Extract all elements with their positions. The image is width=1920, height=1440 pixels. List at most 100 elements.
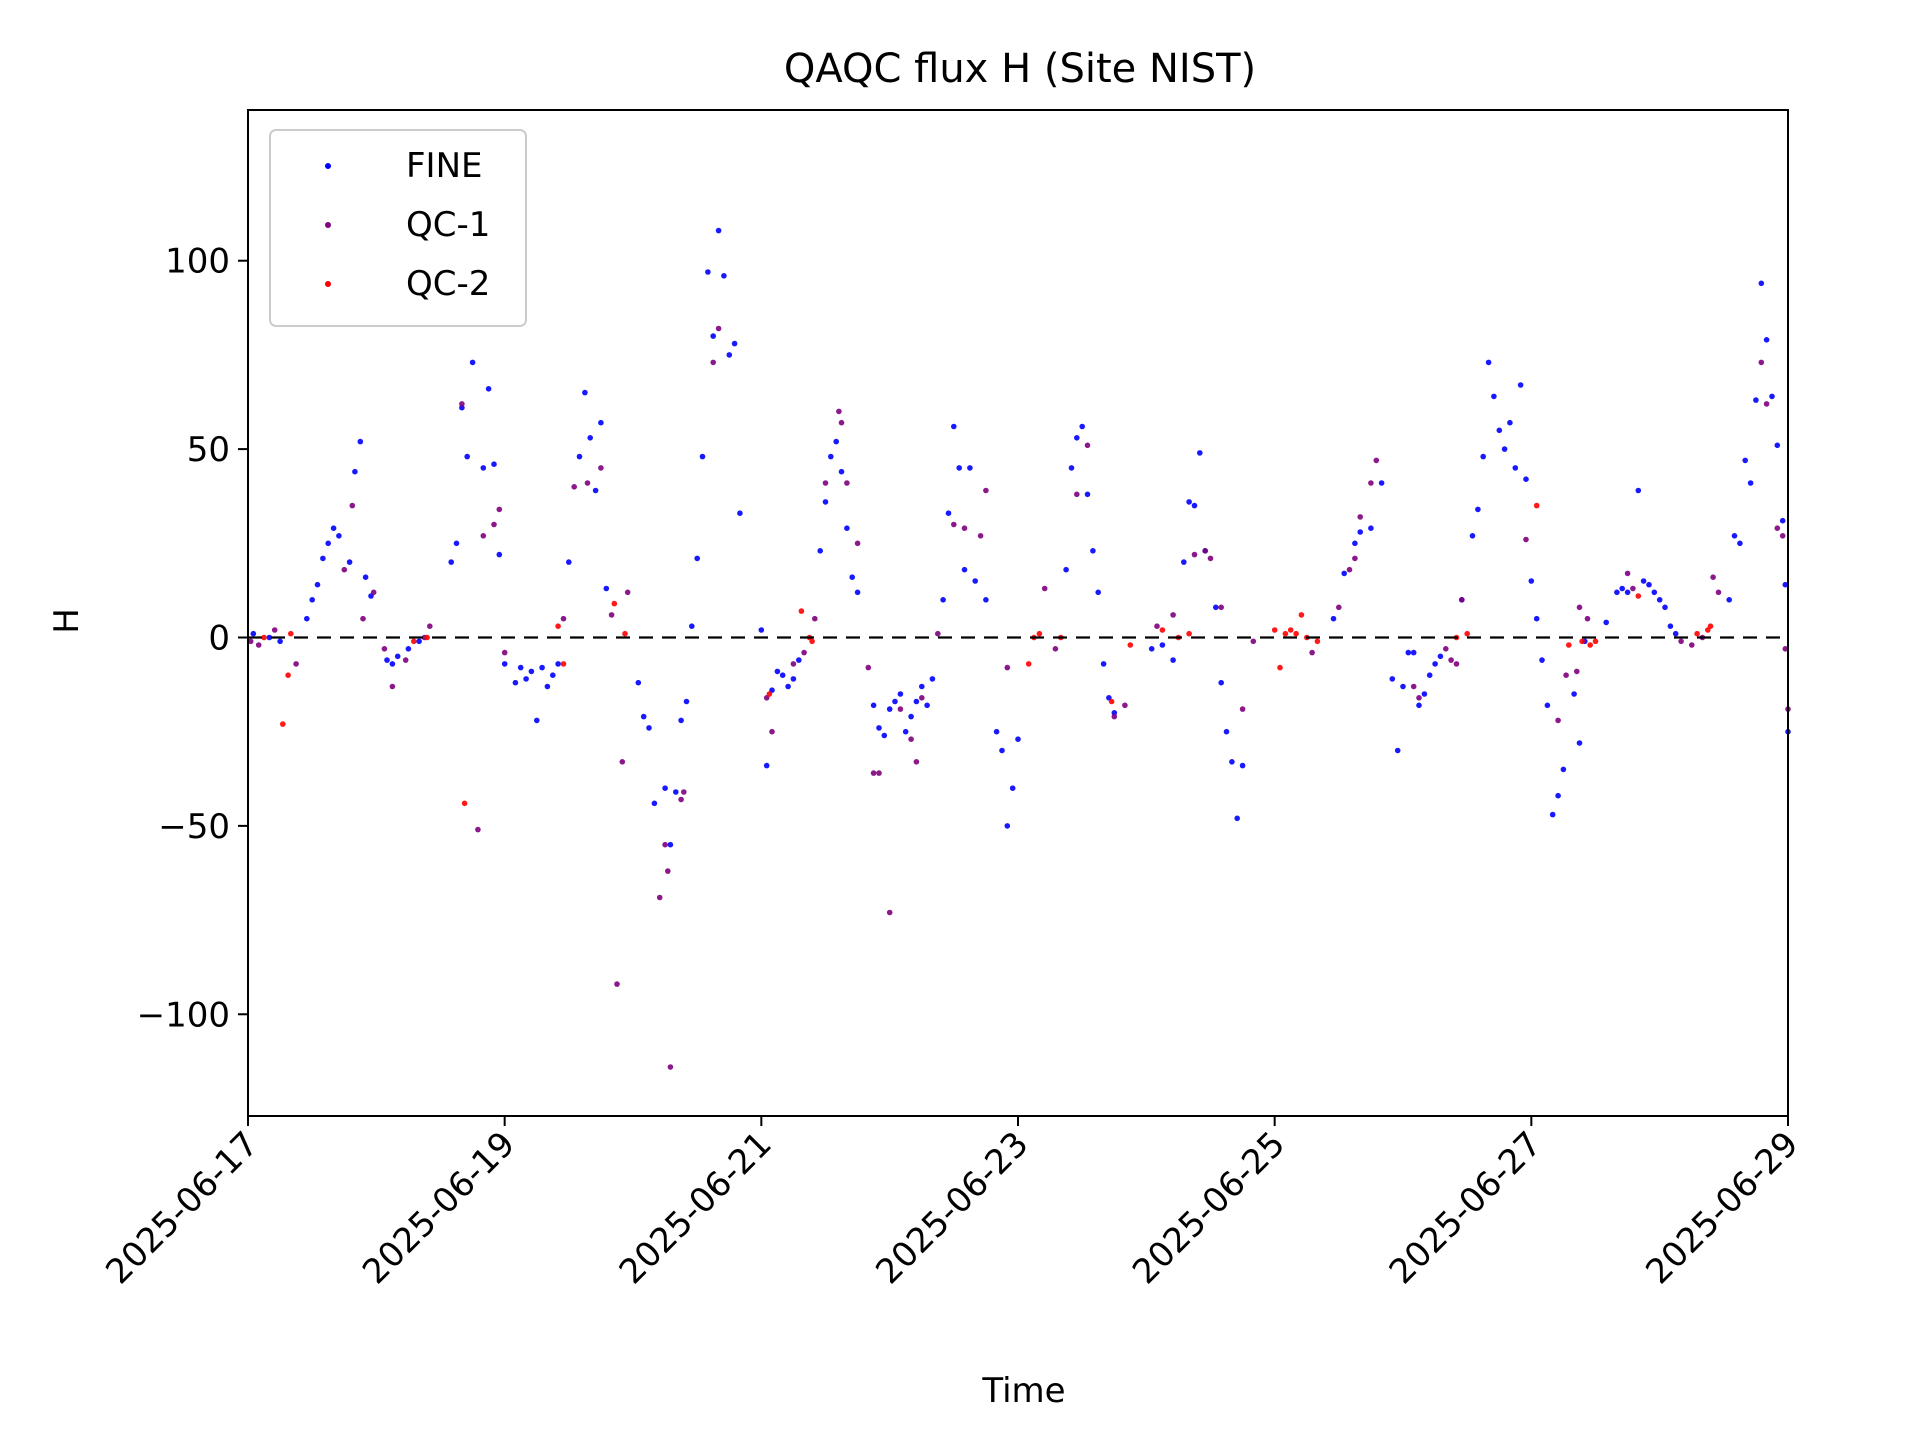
data-point-fine-131 — [1341, 570, 1347, 577]
data-point-fine-46 — [635, 679, 642, 686]
data-point-fine-77 — [838, 468, 845, 475]
y-tick-label-3: −50 — [158, 807, 230, 847]
data-point-fine-8 — [330, 525, 337, 531]
data-point-fine-159 — [1533, 615, 1540, 622]
data-point-fine-140 — [1410, 649, 1417, 656]
data-point-fine-41 — [582, 389, 588, 396]
data-point-fine-82 — [876, 725, 882, 731]
data-point-qc-1-70 — [1218, 604, 1224, 611]
data-point-qc-1-22 — [598, 465, 604, 471]
data-point-fine-174 — [1646, 581, 1652, 588]
data-point-qc-2-9 — [611, 600, 618, 607]
data-point-fine-16 — [389, 661, 396, 667]
data-point-qc-2-24 — [1271, 627, 1278, 633]
data-point-fine-71 — [790, 676, 797, 682]
data-point-fine-74 — [822, 499, 829, 505]
data-point-fine-56 — [694, 555, 700, 562]
data-point-qc-2-11 — [766, 691, 773, 697]
data-point-qc-2-8 — [560, 661, 567, 667]
data-point-qc-2-42 — [1707, 623, 1714, 629]
data-point-qc-1-101 — [1774, 525, 1781, 531]
data-point-fine-0 — [250, 630, 257, 637]
data-point-fine-106 — [1063, 566, 1069, 573]
data-point-fine-38 — [555, 661, 561, 667]
data-point-qc-1-33 — [710, 359, 716, 366]
data-point-qc-1-0 — [247, 638, 254, 645]
data-point-fine-162 — [1549, 811, 1556, 818]
data-point-qc-1-3 — [293, 661, 299, 667]
data-point-qc-1-99 — [1758, 359, 1765, 366]
data-point-qc-1-87 — [1555, 717, 1561, 724]
data-point-qc-2-37 — [1587, 642, 1593, 648]
data-point-fine-23 — [464, 453, 471, 460]
data-point-qc-1-53 — [935, 630, 941, 637]
data-point-qc-1-13 — [459, 401, 465, 407]
data-point-qc-2-31 — [1314, 638, 1321, 645]
data-point-qc-1-25 — [619, 759, 626, 765]
data-point-qc-1-85 — [1459, 597, 1465, 603]
data-point-qc-2-15 — [1025, 661, 1032, 667]
data-point-fine-179 — [1672, 630, 1679, 637]
data-point-qc-1-65 — [1154, 623, 1160, 629]
data-point-qc-1-75 — [1346, 566, 1353, 573]
data-point-fine-152 — [1496, 427, 1503, 434]
data-point-fine-62 — [726, 352, 733, 358]
data-point-fine-85 — [892, 698, 898, 705]
data-point-qc-1-15 — [480, 533, 487, 539]
data-point-qc-2-29 — [1298, 612, 1305, 618]
data-point-qc-1-46 — [870, 770, 877, 776]
data-point-qc-1-84 — [1453, 661, 1460, 667]
data-point-fine-99 — [972, 578, 978, 584]
legend-box — [269, 129, 527, 327]
data-point-fine-50 — [662, 785, 668, 791]
data-point-fine-63 — [731, 340, 738, 347]
data-point-qc-2-34 — [1533, 502, 1540, 509]
data-point-fine-145 — [1437, 653, 1444, 660]
data-point-fine-86 — [897, 691, 904, 697]
data-point-qc-2-35 — [1566, 642, 1572, 648]
data-point-fine-181 — [1731, 533, 1738, 539]
data-point-qc-1-66 — [1170, 612, 1176, 618]
data-point-fine-110 — [1084, 491, 1091, 498]
data-point-fine-40 — [576, 453, 583, 460]
data-point-fine-139 — [1405, 649, 1412, 656]
data-point-qc-1-20 — [571, 484, 577, 490]
y-axis-label: H — [47, 608, 87, 634]
data-point-fine-178 — [1667, 623, 1674, 629]
data-point-fine-48 — [646, 725, 652, 731]
data-point-qc-2-3 — [288, 630, 294, 637]
data-point-fine-34 — [534, 717, 540, 724]
data-point-qc-1-76 — [1352, 555, 1358, 562]
data-point-fine-165 — [1571, 691, 1577, 697]
data-point-fine-185 — [1753, 397, 1759, 403]
data-point-fine-79 — [849, 574, 855, 580]
data-point-fine-102 — [999, 747, 1005, 754]
data-point-qc-1-36 — [769, 728, 775, 735]
data-point-fine-122 — [1197, 450, 1203, 456]
data-point-fine-188 — [1769, 393, 1775, 400]
data-point-fine-98 — [967, 465, 973, 471]
data-point-qc-1-63 — [1111, 713, 1118, 720]
data-point-fine-31 — [517, 664, 524, 671]
data-point-fine-26 — [485, 386, 492, 392]
data-point-fine-42 — [587, 435, 593, 441]
data-point-fine-72 — [796, 657, 802, 663]
y-tick-label-2: 0 — [208, 618, 230, 658]
data-point-fine-155 — [1512, 465, 1519, 471]
data-point-fine-90 — [919, 683, 925, 690]
data-point-fine-87 — [902, 728, 909, 735]
data-point-fine-164 — [1560, 766, 1567, 773]
data-point-qc-1-100 — [1763, 401, 1770, 407]
data-point-qc-1-78 — [1368, 480, 1374, 486]
chart-title: QAQC flux H (Site NIST) — [784, 46, 1256, 92]
data-point-qc-1-8 — [381, 646, 388, 652]
data-point-fine-121 — [1191, 502, 1198, 509]
data-point-fine-33 — [528, 668, 535, 675]
legend-label-fine: FINE — [406, 146, 483, 186]
data-point-fine-129 — [1239, 762, 1246, 769]
data-point-qc-1-42 — [838, 419, 845, 426]
data-point-qc-2-2 — [285, 672, 291, 678]
data-point-fine-21 — [453, 540, 460, 547]
data-point-fine-47 — [640, 713, 647, 720]
data-point-qc-1-97 — [1710, 574, 1716, 580]
